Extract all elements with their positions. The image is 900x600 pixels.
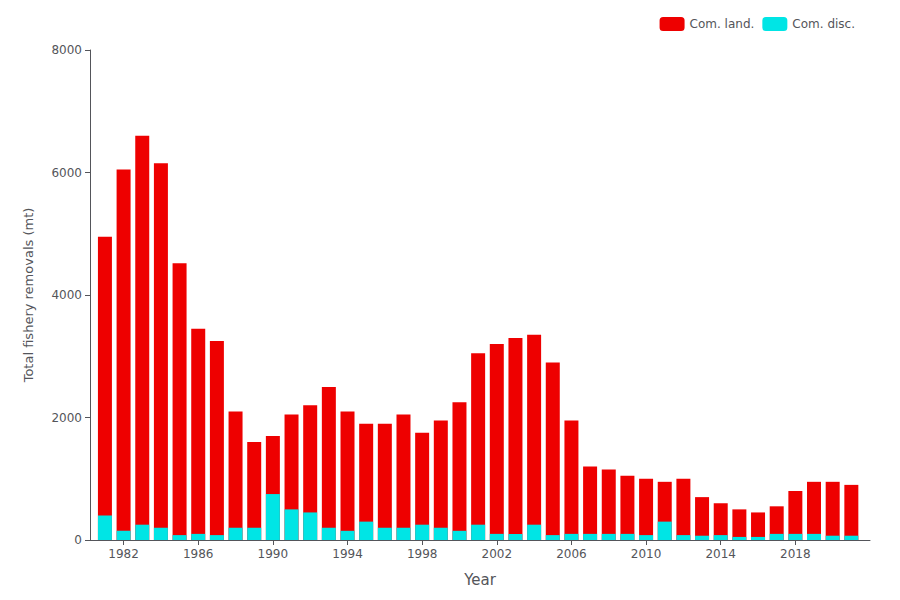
svg-text:2018: 2018 <box>780 547 811 561</box>
svg-text:2006: 2006 <box>556 547 587 561</box>
svg-text:6000: 6000 <box>51 166 82 180</box>
svg-text:Com. disc.: Com. disc. <box>792 17 855 31</box>
svg-text:2010: 2010 <box>631 547 662 561</box>
svg-text:1998: 1998 <box>407 547 438 561</box>
svg-text:2014: 2014 <box>705 547 736 561</box>
svg-text:2000: 2000 <box>51 411 82 425</box>
svg-text:4000: 4000 <box>51 288 82 302</box>
svg-text:1990: 1990 <box>258 547 289 561</box>
svg-text:Year: Year <box>463 571 497 589</box>
svg-text:1986: 1986 <box>183 547 214 561</box>
svg-text:0: 0 <box>74 533 82 547</box>
svg-text:2002: 2002 <box>482 547 513 561</box>
svg-text:Com. land.: Com. land. <box>690 17 755 31</box>
svg-text:8000: 8000 <box>51 43 82 57</box>
svg-text:Total fishery removals (mt): Total fishery removals (mt) <box>21 208 36 384</box>
svg-text:1982: 1982 <box>108 547 139 561</box>
svg-text:1994: 1994 <box>332 547 363 561</box>
